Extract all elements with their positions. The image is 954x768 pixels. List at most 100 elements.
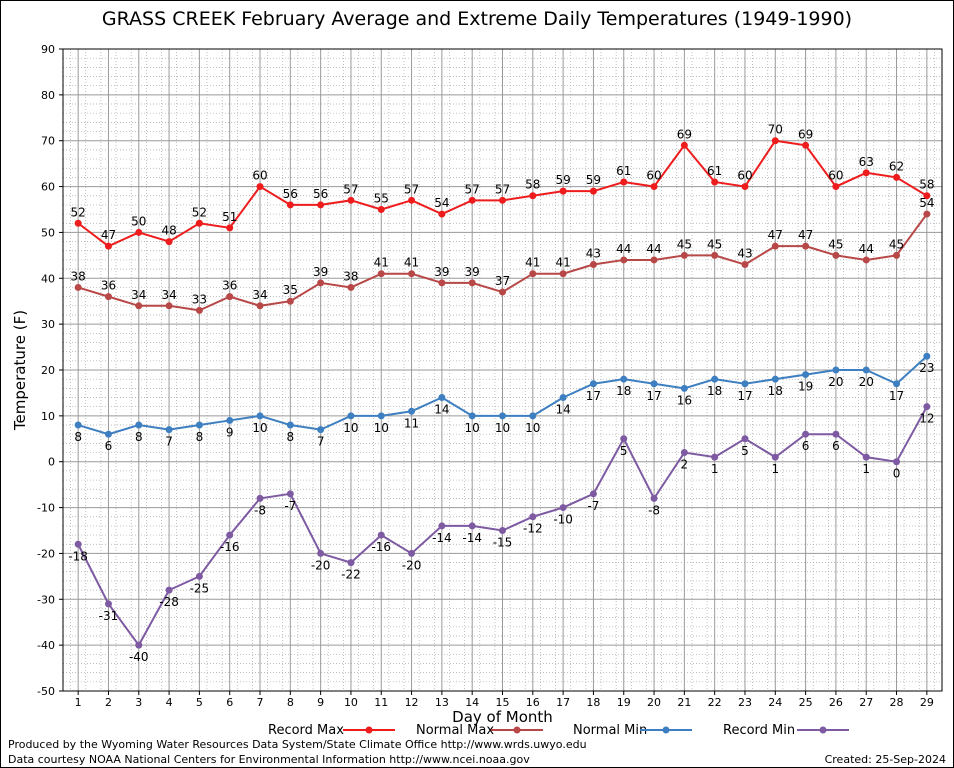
y-tick-label: 30 — [41, 318, 55, 331]
data-label-normal-max: 39 — [434, 265, 449, 279]
y-tick-label: -40 — [37, 639, 55, 652]
data-point-normal-min — [620, 375, 628, 383]
data-label-normal-min: 23 — [919, 361, 934, 375]
data-point-normal-max — [104, 293, 112, 301]
data-label-record-min: -15 — [493, 536, 513, 550]
data-label-normal-min: 7 — [317, 435, 325, 449]
data-label-record-min: 5 — [620, 444, 628, 458]
data-point-normal-min — [165, 426, 173, 434]
data-point-record-min — [195, 572, 203, 580]
data-label-normal-min: 7 — [165, 435, 173, 449]
data-point-record-min — [680, 449, 688, 457]
data-point-record-min — [893, 458, 901, 466]
data-point-record-max — [408, 196, 416, 204]
data-label-record-max: 58 — [919, 178, 934, 192]
data-point-normal-max — [317, 279, 325, 287]
data-point-normal-max — [741, 261, 749, 269]
data-label-normal-min: 10 — [252, 421, 267, 435]
data-label-normal-max: 47 — [798, 228, 813, 242]
legend-marker-normal-max — [513, 726, 521, 734]
data-label-record-max: 51 — [222, 210, 237, 224]
x-tick-label: 11 — [374, 696, 388, 709]
data-label-normal-min: 14 — [555, 403, 570, 417]
data-label-record-max: 57 — [465, 182, 480, 196]
data-point-record-max — [317, 201, 325, 209]
data-label-normal-min: 10 — [465, 421, 480, 435]
x-tick-label: 10 — [344, 696, 358, 709]
data-point-record-max — [226, 224, 234, 232]
x-tick-label: 4 — [166, 696, 173, 709]
legend-label-normal-max: Normal Max — [416, 723, 494, 738]
data-label-record-max: 58 — [525, 178, 540, 192]
data-label-normal-max: 38 — [343, 269, 358, 283]
data-point-normal-max — [256, 302, 264, 310]
y-axis-label: Temperature (F) — [11, 310, 29, 431]
data-point-normal-max — [438, 279, 446, 287]
data-label-record-max: 60 — [252, 169, 267, 183]
data-label-normal-min: 8 — [196, 430, 204, 444]
data-label-normal-min: 8 — [135, 430, 143, 444]
data-label-record-min: 1 — [711, 462, 719, 476]
data-point-record-max — [74, 219, 82, 227]
data-label-record-min: 5 — [741, 444, 749, 458]
data-label-record-max: 48 — [161, 224, 176, 238]
data-point-record-min — [135, 641, 143, 649]
data-point-record-max — [862, 169, 870, 177]
data-point-normal-min — [650, 380, 658, 388]
x-tick-label: 1 — [75, 696, 82, 709]
data-label-record-min: -20 — [402, 558, 422, 572]
data-point-record-min — [408, 549, 416, 557]
x-tick-label: 16 — [526, 696, 540, 709]
data-label-record-min: 6 — [802, 439, 810, 453]
data-point-record-max — [195, 219, 203, 227]
data-point-normal-max — [135, 302, 143, 310]
data-point-record-max — [680, 141, 688, 149]
data-label-record-max: 63 — [859, 155, 874, 169]
y-tick-label: 0 — [48, 456, 55, 469]
data-label-record-max: 57 — [495, 182, 510, 196]
data-label-normal-max: 47 — [768, 228, 783, 242]
data-label-normal-max: 44 — [646, 242, 661, 256]
data-point-record-min — [499, 527, 506, 534]
data-label-normal-max: 34 — [131, 288, 146, 302]
data-point-record-min — [377, 531, 385, 539]
data-point-record-min — [104, 600, 112, 608]
data-point-record-max — [559, 187, 567, 195]
data-label-normal-max: 36 — [101, 279, 116, 293]
data-label-normal-max: 44 — [859, 242, 874, 256]
y-tick-label: 20 — [41, 364, 55, 377]
data-label-normal-min: 20 — [859, 375, 874, 389]
data-point-record-min — [589, 490, 597, 498]
data-label-normal-max: 45 — [707, 237, 722, 251]
data-point-record-max — [438, 210, 446, 218]
data-point-record-max — [589, 187, 597, 195]
x-tick-label: 28 — [890, 696, 904, 709]
data-label-record-max: 56 — [313, 187, 328, 201]
x-tick-label: 8 — [287, 696, 294, 709]
legend-label-record-max: Record Max — [268, 723, 344, 738]
data-label-record-min: -10 — [553, 513, 573, 527]
data-label-record-min: -7 — [587, 499, 599, 513]
data-label-record-max: 52 — [71, 205, 86, 219]
data-point-record-max — [135, 228, 143, 236]
data-point-record-max — [104, 242, 112, 250]
y-tick-label: 40 — [41, 272, 55, 285]
data-point-normal-min — [771, 375, 779, 383]
data-point-record-max — [347, 196, 355, 204]
data-point-record-min — [226, 531, 234, 539]
data-label-normal-min: 9 — [226, 425, 234, 439]
data-point-record-max — [620, 178, 628, 186]
data-point-normal-max — [559, 270, 567, 278]
legend-item-record-min: Record Min — [723, 723, 849, 738]
data-label-record-min: 12 — [919, 412, 934, 426]
data-point-normal-min — [923, 352, 931, 360]
data-point-record-max — [771, 137, 779, 145]
data-label-normal-min: 18 — [768, 384, 783, 398]
data-point-record-max — [802, 141, 810, 149]
data-label-record-max: 57 — [343, 182, 358, 196]
data-point-normal-min — [468, 412, 476, 420]
data-label-normal-min: 8 — [74, 430, 82, 444]
x-tick-label: 3 — [135, 696, 142, 709]
data-point-normal-min — [317, 426, 325, 434]
